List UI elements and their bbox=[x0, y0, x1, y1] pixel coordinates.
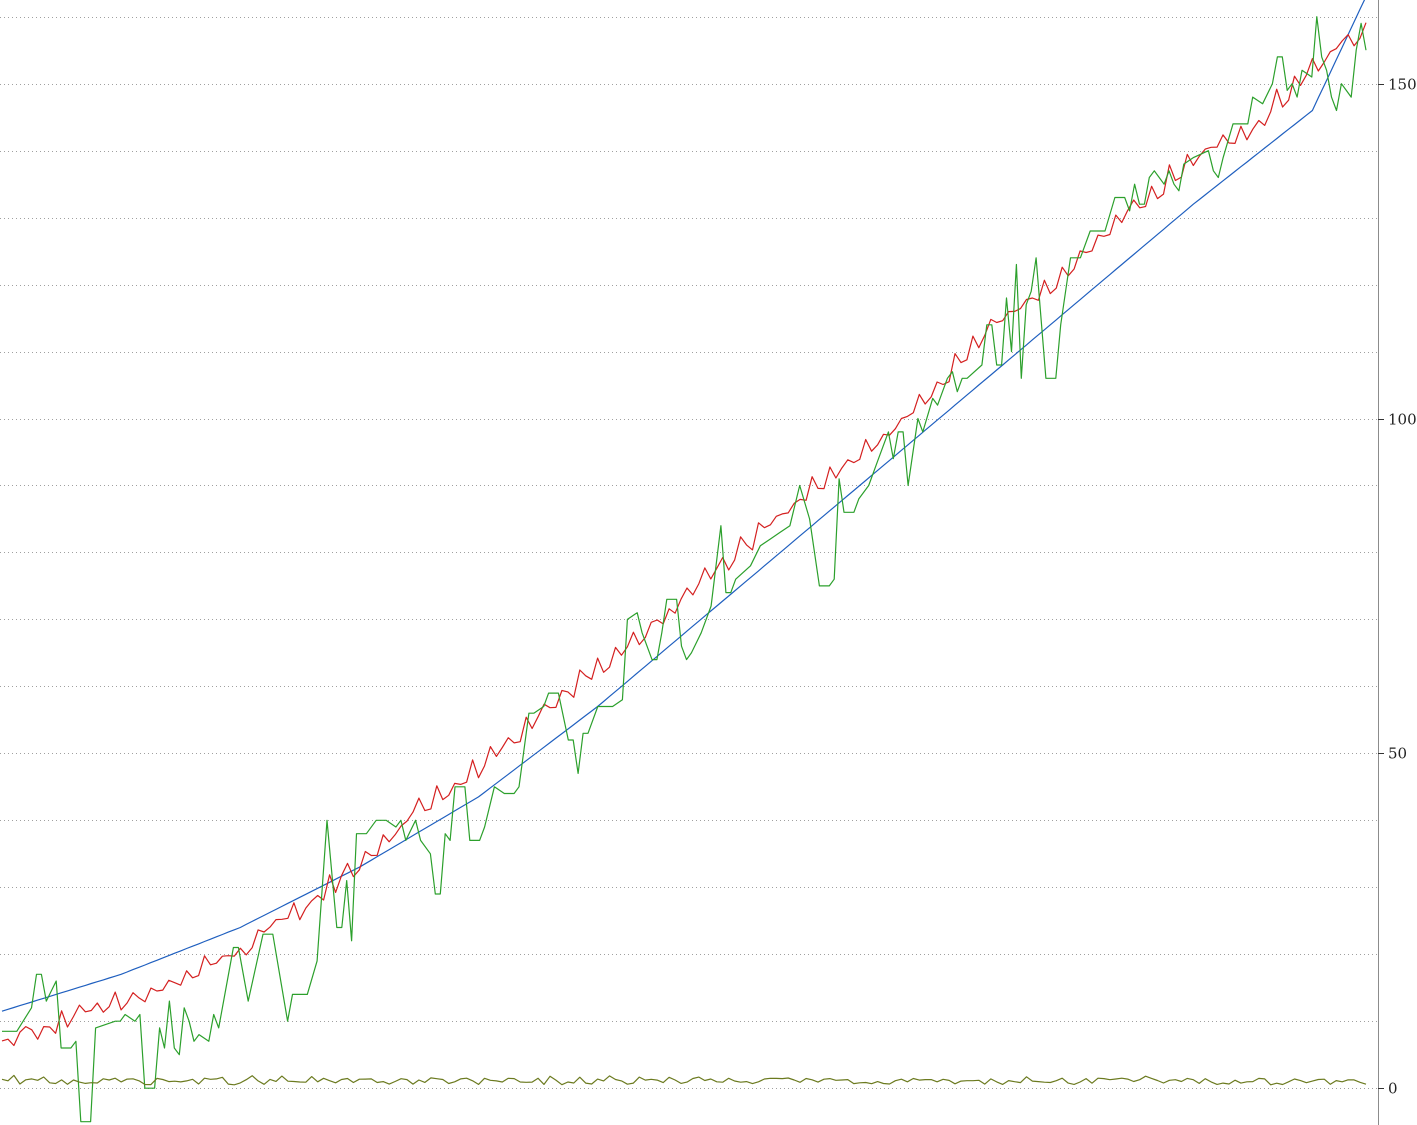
gridlines bbox=[0, 17, 1378, 1089]
series-line-3 bbox=[2, 16, 1367, 1123]
series-line-2 bbox=[1, 22, 1367, 1047]
series-line-4 bbox=[1, 1074, 1367, 1086]
y-tick-label: 100 bbox=[1388, 411, 1417, 429]
y-tick-label: 50 bbox=[1388, 745, 1407, 763]
series-group bbox=[1, 0, 1367, 1123]
y-axis: 150 100 50 0 bbox=[1378, 0, 1417, 1125]
y-tick-label: 0 bbox=[1388, 1080, 1398, 1098]
series-line-1 bbox=[1, 0, 1366, 1012]
y-tick-label: 150 bbox=[1388, 76, 1417, 94]
